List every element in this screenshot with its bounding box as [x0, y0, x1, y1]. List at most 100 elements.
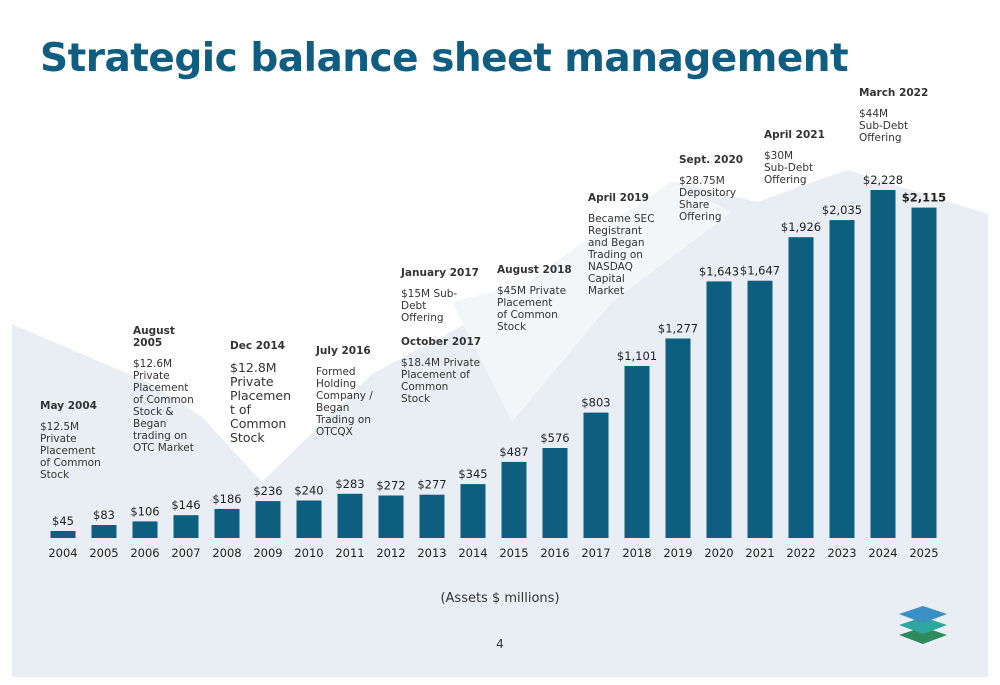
milestone-annotation: August 2018 $45M Private Placement of Com…	[497, 264, 577, 333]
background-shape	[12, 170, 988, 677]
x-tick-label: 2023	[827, 546, 856, 560]
bar-value-label: $1,647	[740, 264, 780, 278]
milestone-annotation: April 2021 $30M Sub-Debt Offering	[764, 129, 839, 186]
milestone-description: $30M Sub-Debt Offering	[764, 150, 814, 186]
milestone-description: $12.5M Private Placement of Common Stock	[40, 421, 101, 481]
x-tick-label: 2022	[786, 546, 815, 560]
milestone-annotation: January 2017 $15M Sub- Debt Offering	[401, 267, 491, 324]
bar-value-label: $277	[417, 478, 446, 492]
milestone-description: $44M Sub-Debt Offering	[859, 108, 909, 144]
x-tick-label: 2012	[376, 546, 405, 560]
bar-2015	[501, 461, 527, 538]
bar-2017	[583, 412, 609, 538]
bar-value-label: $1,926	[781, 220, 821, 234]
page-title: Strategic balance sheet management	[40, 36, 849, 81]
bar-value-label: $83	[93, 508, 115, 522]
bar-value-label: $803	[581, 396, 610, 410]
background-shape-light	[452, 182, 732, 422]
bar-2020	[706, 281, 732, 538]
x-tick-label: 2018	[622, 546, 651, 560]
bar-2012	[378, 495, 404, 538]
milestone-annotation: April 2019 Became SEC Registrant and Bega…	[588, 192, 668, 297]
bar-2013	[419, 494, 445, 538]
logo-layer-bottom	[899, 627, 947, 644]
x-tick-label: 2013	[417, 546, 446, 560]
bar-value-label: $2,115	[902, 191, 946, 205]
bar-value-label: $1,643	[699, 264, 739, 278]
bar-value-label: $2,035	[822, 203, 862, 217]
x-tick-label: 2009	[253, 546, 282, 560]
logo-layer-top	[899, 606, 947, 623]
bar-value-label: $345	[458, 467, 487, 481]
milestone-description: $12.8M Private Placemen t of Common Stoc…	[230, 360, 292, 445]
x-tick-label: 2006	[130, 546, 159, 560]
logo-layer-middle	[899, 617, 947, 634]
bar-value-label: $272	[376, 479, 405, 493]
milestone-annotation: August 2005 $12.6M Private Placement of C…	[133, 325, 213, 454]
bar-value-label: $1,277	[658, 322, 698, 336]
milestone-date: August 2005	[133, 325, 175, 349]
x-tick-label: 2024	[868, 546, 897, 560]
milestone-annotation: March 2022 $44M Sub-Debt Offering	[859, 87, 949, 144]
bar-value-label: $45	[52, 514, 74, 528]
milestone-description: $28.75M Depository Share Offering	[679, 175, 737, 223]
background-mountains	[12, 170, 988, 677]
page-number: 4	[496, 637, 504, 651]
slide	[12, 2, 988, 677]
x-tick-label: 2021	[745, 546, 774, 560]
x-tick-label: 2014	[458, 546, 487, 560]
milestone-date: May 2004	[40, 400, 97, 412]
x-axis-caption: (Assets $ millions)	[440, 591, 560, 606]
milestone-description: Became SEC Registrant and Began Trading …	[588, 213, 655, 297]
bar-2006	[132, 521, 158, 538]
bar-value-label: $236	[253, 484, 282, 498]
bar-2007	[173, 515, 199, 538]
bar-2019	[665, 338, 691, 538]
milestone-date: July 2016	[316, 345, 371, 357]
milestone-description: $15M Sub- Debt Offering	[401, 288, 458, 324]
bar-2018	[624, 366, 650, 538]
bar-2014	[460, 484, 486, 538]
milestone-date: Dec 2014	[230, 340, 285, 352]
bar-value-label: $1,101	[617, 349, 657, 363]
x-tick-label: 2008	[212, 546, 241, 560]
x-tick-label: 2015	[499, 546, 528, 560]
bar-2024	[870, 190, 896, 538]
bar-2022	[788, 237, 814, 538]
bar-value-label: $240	[294, 484, 323, 498]
milestone-date: October 2017	[401, 336, 482, 348]
milestone-annotation: Dec 2014 $12.8M Private Placemen t of Com…	[230, 340, 302, 445]
x-tick-label: 2020	[704, 546, 733, 560]
milestone-description: Formed Holding Company / Began Trading o…	[316, 366, 373, 438]
milestone-date: Sept. 2020	[679, 154, 744, 166]
bar-2023	[829, 220, 855, 538]
milestone-description: $12.6M Private Placement of Common Stock…	[133, 358, 194, 454]
bar-2016	[542, 448, 568, 538]
milestone-date: August 2018	[497, 264, 572, 276]
bar-value-label: $106	[130, 504, 159, 518]
x-tick-label: 2016	[540, 546, 569, 560]
bar-2011	[337, 493, 363, 538]
bar-2008	[214, 508, 240, 538]
bar-value-label: $186	[212, 492, 241, 506]
milestone-date: April 2019	[588, 192, 649, 204]
milestone-description: $18.4M Private Placement of Common Stock	[401, 357, 481, 405]
bar-value-label: $2,228	[863, 173, 903, 187]
bar-2004	[50, 531, 76, 538]
milestone-date: March 2022	[859, 87, 929, 99]
bar-2010	[296, 500, 322, 538]
bar-value-label: $576	[540, 431, 569, 445]
stacked-layers-logo-icon	[899, 606, 947, 644]
x-tick-label: 2007	[171, 546, 200, 560]
x-tick-label: 2010	[294, 546, 323, 560]
x-tick-label: 2004	[48, 546, 77, 560]
x-tick-label: 2017	[581, 546, 610, 560]
x-tick-label: 2011	[335, 546, 364, 560]
milestone-date: April 2021	[764, 129, 825, 141]
bar-2021	[747, 280, 773, 538]
bar-2005	[91, 525, 117, 538]
bar-2009	[255, 501, 281, 538]
x-tick-label: 2019	[663, 546, 692, 560]
bar-value-label: $146	[171, 498, 200, 512]
